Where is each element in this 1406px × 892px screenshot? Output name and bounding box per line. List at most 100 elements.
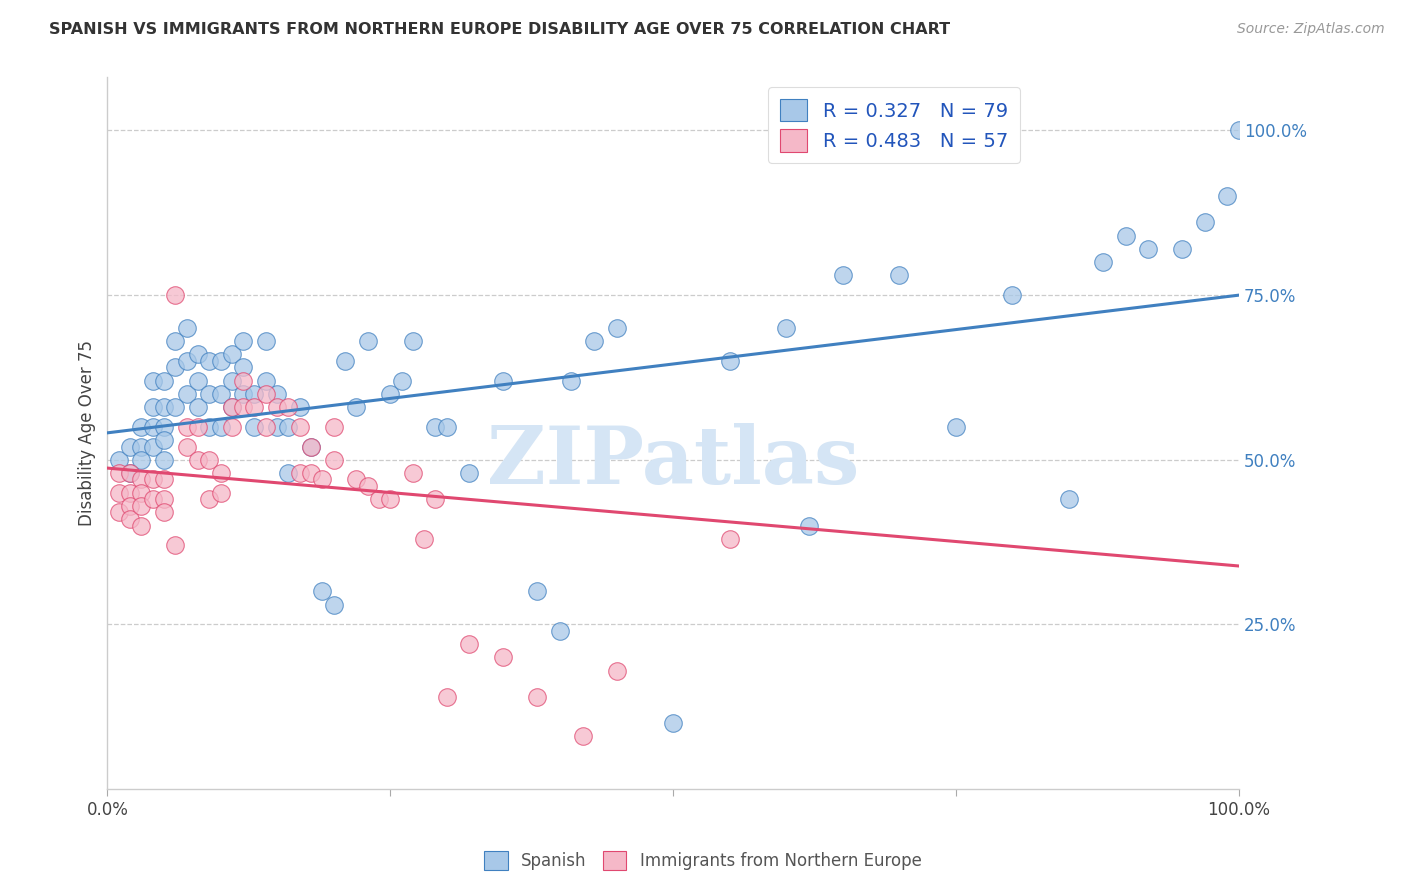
- Point: [277, 419, 299, 434]
- Point: [831, 268, 853, 282]
- Point: [254, 386, 277, 401]
- Point: [142, 473, 165, 487]
- Point: [266, 419, 288, 434]
- Point: [548, 624, 571, 638]
- Point: [1092, 255, 1115, 269]
- Point: [153, 452, 176, 467]
- Point: [176, 440, 198, 454]
- Point: [153, 433, 176, 447]
- Point: [131, 473, 153, 487]
- Point: [436, 690, 458, 704]
- Point: [344, 473, 367, 487]
- Point: [458, 637, 481, 651]
- Text: SPANISH VS IMMIGRANTS FROM NORTHERN EUROPE DISABILITY AGE OVER 75 CORRELATION CH: SPANISH VS IMMIGRANTS FROM NORTHERN EURO…: [49, 22, 950, 37]
- Point: [311, 584, 333, 599]
- Point: [198, 354, 221, 368]
- Point: [322, 452, 344, 467]
- Point: [1227, 123, 1250, 137]
- Point: [153, 419, 176, 434]
- Point: [165, 400, 187, 414]
- Point: [299, 440, 322, 454]
- Point: [165, 360, 187, 375]
- Point: [131, 440, 153, 454]
- Legend: R = 0.327   N = 79, R = 0.483   N = 57: R = 0.327 N = 79, R = 0.483 N = 57: [769, 87, 1019, 163]
- Point: [131, 518, 153, 533]
- Point: [176, 321, 198, 335]
- Point: [299, 466, 322, 480]
- Point: [165, 538, 187, 552]
- Point: [797, 518, 820, 533]
- Text: ZIPatlas: ZIPatlas: [486, 423, 859, 500]
- Point: [131, 452, 153, 467]
- Point: [322, 598, 344, 612]
- Point: [107, 505, 129, 519]
- Point: [142, 400, 165, 414]
- Point: [187, 347, 209, 361]
- Point: [118, 512, 141, 526]
- Point: [288, 466, 311, 480]
- Point: [118, 485, 141, 500]
- Point: [187, 374, 209, 388]
- Point: [526, 690, 548, 704]
- Point: [356, 334, 378, 348]
- Point: [243, 419, 266, 434]
- Point: [198, 492, 221, 507]
- Point: [118, 499, 141, 513]
- Point: [605, 664, 627, 678]
- Point: [153, 400, 176, 414]
- Point: [142, 419, 165, 434]
- Point: [254, 419, 277, 434]
- Text: Source: ZipAtlas.com: Source: ZipAtlas.com: [1237, 22, 1385, 37]
- Point: [367, 492, 389, 507]
- Point: [605, 321, 627, 335]
- Point: [1194, 215, 1216, 229]
- Point: [142, 374, 165, 388]
- Point: [425, 419, 447, 434]
- Legend: Spanish, Immigrants from Northern Europe: Spanish, Immigrants from Northern Europe: [478, 844, 928, 877]
- Point: [176, 386, 198, 401]
- Point: [118, 466, 141, 480]
- Point: [492, 650, 515, 665]
- Point: [380, 386, 402, 401]
- Point: [288, 419, 311, 434]
- Point: [118, 440, 141, 454]
- Point: [131, 485, 153, 500]
- Point: [889, 268, 911, 282]
- Point: [221, 400, 243, 414]
- Point: [221, 374, 243, 388]
- Point: [232, 360, 254, 375]
- Point: [153, 505, 176, 519]
- Point: [311, 473, 333, 487]
- Point: [560, 374, 582, 388]
- Point: [209, 466, 232, 480]
- Point: [187, 419, 209, 434]
- Point: [1171, 242, 1194, 256]
- Point: [266, 386, 288, 401]
- Point: [402, 334, 425, 348]
- Point: [344, 400, 367, 414]
- Point: [176, 354, 198, 368]
- Point: [277, 466, 299, 480]
- Point: [413, 532, 436, 546]
- Point: [142, 492, 165, 507]
- Point: [775, 321, 797, 335]
- Point: [209, 354, 232, 368]
- Point: [232, 334, 254, 348]
- Point: [277, 400, 299, 414]
- Point: [288, 400, 311, 414]
- Point: [153, 492, 176, 507]
- Point: [198, 386, 221, 401]
- Point: [209, 419, 232, 434]
- Point: [209, 485, 232, 500]
- Point: [662, 716, 685, 731]
- Point: [526, 584, 548, 599]
- Point: [142, 440, 165, 454]
- Point: [232, 374, 254, 388]
- Point: [254, 334, 277, 348]
- Point: [266, 400, 288, 414]
- Point: [492, 374, 515, 388]
- Point: [356, 479, 378, 493]
- Point: [718, 354, 741, 368]
- Point: [221, 347, 243, 361]
- Point: [107, 452, 129, 467]
